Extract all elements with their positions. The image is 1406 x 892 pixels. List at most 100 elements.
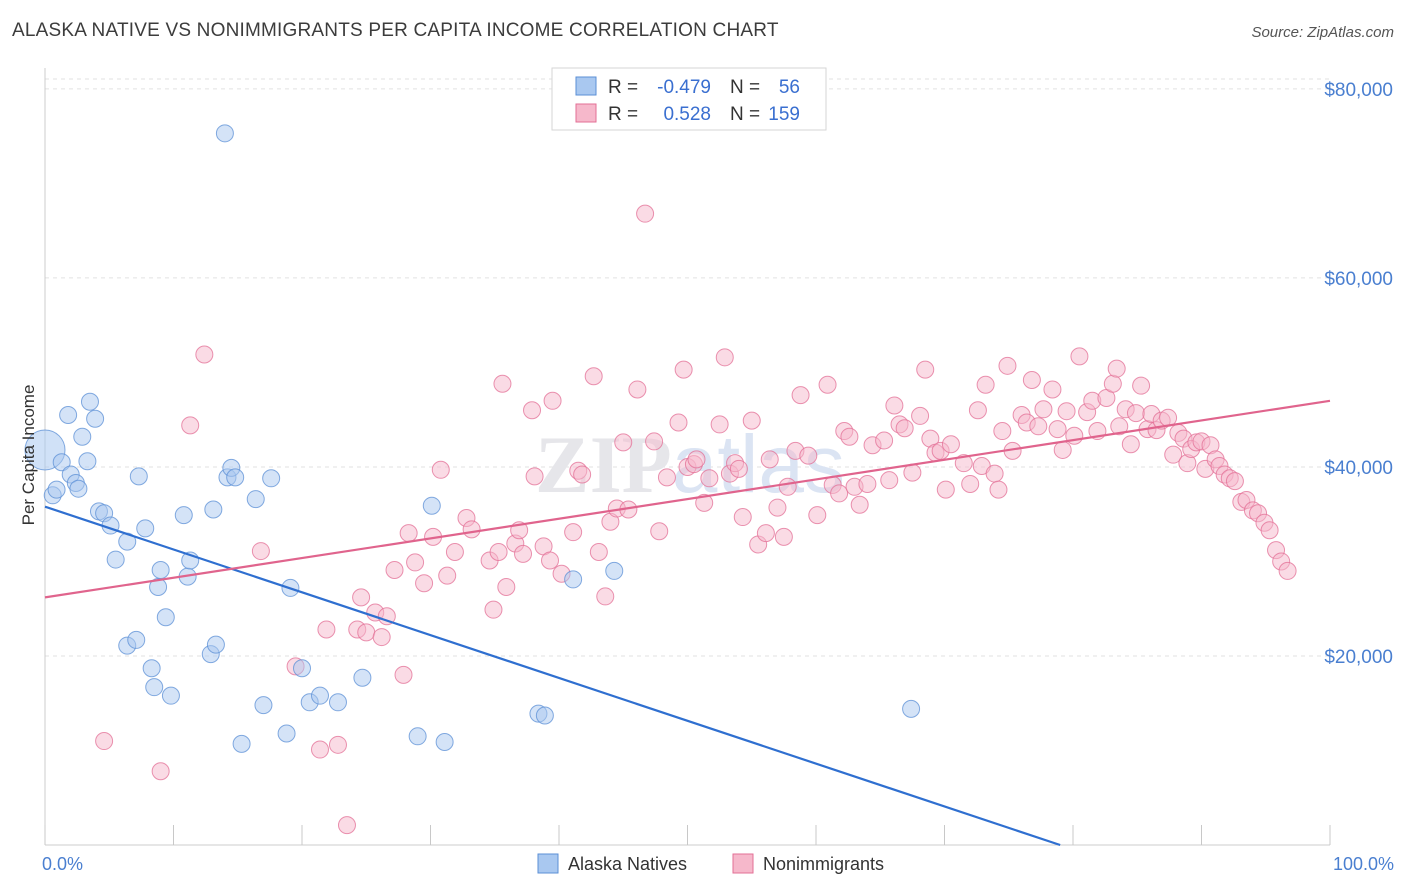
point-1-26 [462,520,481,539]
series-legend-swatch-0 [537,853,559,874]
point-1-127 [1103,374,1122,393]
point-1-80 [818,375,837,394]
point-1-46 [596,587,615,606]
point-0-50 [435,732,454,751]
trend-line-1 [44,399,1331,599]
point-1-128 [1107,359,1126,378]
point-1-87 [858,474,877,493]
point-0-45 [310,686,329,705]
point-1-133 [1132,376,1151,395]
point-0-18 [127,630,146,649]
y-tick-label-3: $80,000 [1324,80,1393,101]
point-1-82 [830,484,849,503]
legend-n-label-1: N = [730,104,760,125]
point-0-33 [215,124,234,143]
point-1-103 [961,474,980,493]
point-1-104 [968,401,987,420]
legend-n-value-1: 159 [768,104,800,125]
point-1-72 [760,450,779,469]
point-0-8 [73,427,92,446]
point-1-75 [778,477,797,496]
series-legend-label-0: Alaska Natives [568,854,687,874]
point-1-109 [993,422,1012,441]
trend-lines [44,399,1331,847]
correlation-legend: R = -0.479 N = 56 R = 0.528 N = 159 [551,67,827,131]
point-1-131 [1121,435,1140,454]
point-0-11 [86,409,105,428]
point-0-40 [262,469,281,488]
y-tick-label-0: $20,000 [1324,647,1393,668]
point-0-10 [80,392,99,411]
point-1-102 [954,454,973,473]
point-1-16 [385,560,404,579]
point-1-15 [377,607,396,626]
point-1-1 [151,762,170,781]
point-1-39 [543,391,562,410]
series-legend-swatch-1 [732,853,754,874]
point-1-44 [584,367,603,386]
point-1-56 [669,413,688,432]
legend-swatch-1 [575,103,597,123]
point-0-53 [564,570,583,589]
point-1-139 [1164,445,1183,464]
point-1-49 [614,433,633,452]
point-1-79 [808,506,827,525]
point-1-84 [840,427,859,446]
axes: $20,000 $40,000 $60,000 $80,000 0.0% 100.0% [42,68,1394,874]
y-axis-label: Per Capita Income [19,385,38,526]
point-1-110 [998,356,1017,375]
point-1-118 [1048,420,1067,439]
point-1-35 [523,401,542,420]
source-label: Source: ZipAtlas.com [1251,24,1394,41]
point-0-22 [145,678,164,697]
point-0-36 [226,468,245,487]
point-0-48 [408,727,427,746]
point-1-158 [1260,521,1279,540]
point-1-64 [715,348,734,367]
point-1-132 [1126,404,1145,423]
point-1-52 [636,204,655,223]
point-1-23 [438,566,457,585]
point-1-53 [645,432,664,451]
point-1-73 [768,498,787,517]
point-1-107 [985,464,1004,483]
point-0-32 [206,635,225,654]
point-0-27 [174,506,193,525]
point-1-71 [756,524,775,543]
point-1-3 [195,345,214,364]
point-1-9 [337,816,356,835]
x-tick-label-max: 100.0% [1333,854,1394,874]
point-0-43 [293,659,311,678]
point-1-55 [657,468,676,487]
point-1-4 [251,542,270,561]
point-1-89 [875,431,894,450]
point-1-22 [431,460,450,479]
trend-line-0 [44,505,1061,847]
point-0-20 [136,519,155,538]
point-1-0 [95,732,114,751]
point-1-61 [695,493,714,512]
point-1-62 [700,469,719,488]
point-1-68 [733,508,752,527]
point-1-122 [1070,347,1089,366]
point-1-93 [895,419,914,438]
point-1-69 [742,411,761,430]
point-0-41 [277,724,296,743]
point-1-60 [687,450,706,469]
point-0-39 [254,696,273,715]
legend-r-value-0: -0.479 [657,77,711,98]
y-tick-label-2: $60,000 [1324,269,1393,290]
point-0-47 [353,668,372,687]
point-1-34 [514,544,533,563]
point-0-19 [129,467,148,486]
point-1-11 [352,588,371,607]
point-1-51 [628,380,647,399]
data-points [24,124,1297,835]
legend-n-label-0: N = [730,77,760,98]
x-tick-label-min: 0.0% [42,854,83,874]
point-0-15 [106,550,125,569]
point-1-67 [729,459,748,478]
point-0-54 [605,561,624,580]
point-1-77 [791,386,810,405]
point-0-52 [535,706,554,725]
